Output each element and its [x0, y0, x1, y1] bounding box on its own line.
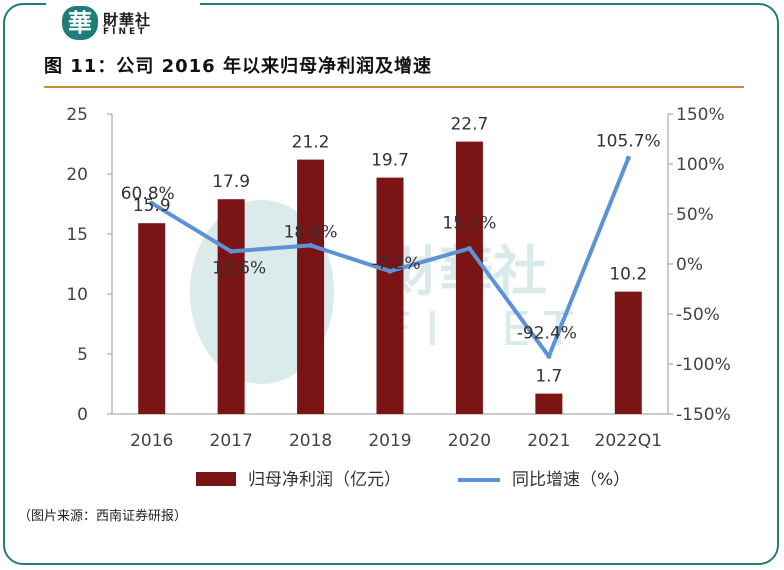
left-tick-label: 20: [66, 165, 88, 185]
x-tick-label: 2020: [448, 431, 491, 451]
bar: [535, 393, 563, 414]
left-tick-label: 25: [66, 105, 88, 125]
data-labels: 15.9 17.9 21.2 19.7 22.7 1.7 10.2 60.8% 12.6% 18.…: [121, 115, 661, 387]
title-divider: [44, 86, 744, 88]
line-value-label: 18.6%: [284, 222, 338, 242]
x-tick-label: 2017: [210, 431, 253, 451]
left-tick-label: 5: [77, 345, 88, 365]
bar-value-label: 21.2: [292, 133, 330, 153]
right-tick-label: -100%: [676, 355, 731, 375]
line-series: [149, 155, 631, 359]
line-point: [466, 246, 472, 251]
x-tick-label: 2022Q1: [595, 431, 662, 451]
left-tick-label: 10: [66, 285, 88, 305]
line-value-label: -92.4%: [517, 323, 577, 343]
bar-value-label: 10.2: [609, 265, 647, 285]
line-value-label: 60.8%: [121, 184, 175, 204]
x-tick-label: 2021: [527, 431, 570, 451]
line-point: [625, 155, 631, 161]
axes: 0 5 10 15 20 25 -150% -100% -50% 0% 50% 100% 150% 201…: [66, 105, 730, 451]
right-tick-label: -50%: [676, 305, 720, 325]
line-point: [228, 248, 234, 254]
legend-bar-swatch: [196, 472, 236, 486]
bar: [138, 223, 166, 414]
right-tick-label: 50%: [676, 205, 714, 225]
bar-value-label: 22.7: [450, 115, 488, 135]
bar-value-label: 15.9: [133, 196, 171, 216]
bar-value-label: 1.7: [535, 367, 562, 387]
bar: [217, 199, 245, 414]
line-point: [149, 200, 155, 206]
line-value-label: -7.2%: [371, 254, 420, 274]
bar-series: [138, 141, 642, 414]
bar: [297, 159, 325, 414]
logo-text-en: FINET: [103, 27, 148, 37]
line-point: [308, 242, 314, 248]
bar-value-label: 19.7: [371, 151, 409, 171]
line-point: [546, 353, 552, 359]
bar: [455, 141, 483, 414]
line-value-label: 15.5%: [442, 214, 496, 234]
line-point: [387, 268, 393, 274]
x-tick-label: 2016: [130, 431, 173, 451]
bar-value-label: 17.9: [212, 172, 250, 192]
finet-logo-icon: 華: [62, 6, 98, 40]
left-tick-label: 0: [77, 405, 88, 425]
bar: [614, 291, 642, 414]
legend-bar-label: 归母净利润（亿元）: [248, 470, 401, 490]
line-value-label: 12.6%: [212, 258, 266, 278]
left-tick-label: 15: [66, 225, 88, 245]
source-note: （图片来源：西南证券研报）: [18, 509, 188, 524]
right-tick-label: -150%: [676, 405, 731, 425]
chart-frame: [3, 3, 779, 565]
legend-line-label: 同比增速（%）: [512, 470, 630, 490]
logo-text-cn: 財華社: [103, 11, 152, 29]
right-tick-label: 150%: [676, 105, 725, 125]
x-tick-label: 2018: [289, 431, 332, 451]
figure-title: 图 11：公司 2016 年以来归母净利润及增速: [44, 56, 432, 77]
right-tick-label: 0%: [676, 255, 703, 275]
bar: [376, 177, 404, 414]
x-tick-label: 2019: [368, 431, 411, 451]
right-tick-label: 100%: [676, 155, 725, 175]
line-value-label: 105.7%: [596, 131, 661, 151]
legend: 归母净利润（亿元） 同比增速（%）: [196, 470, 630, 490]
